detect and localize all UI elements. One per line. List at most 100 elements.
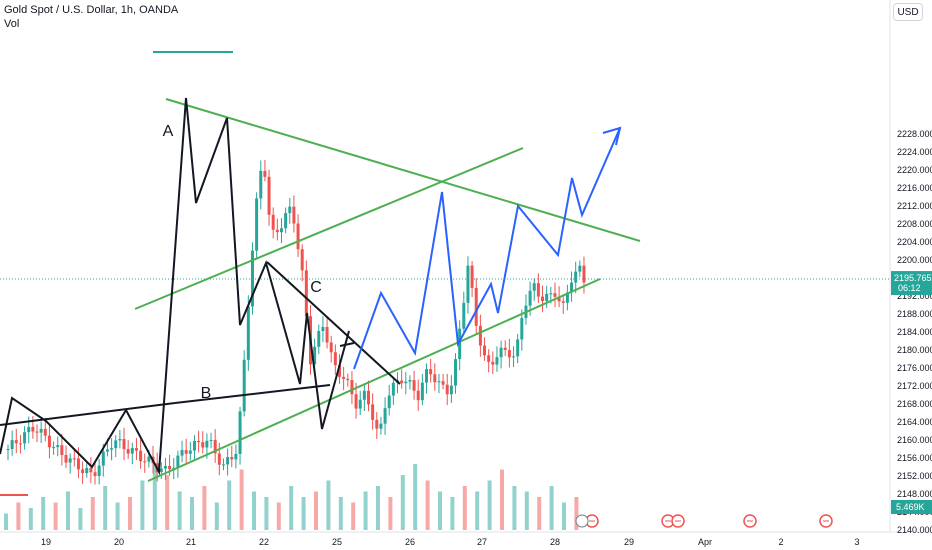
volume-bar <box>165 475 170 530</box>
candle-body <box>72 458 76 460</box>
candle-body <box>18 443 22 445</box>
volume-bar <box>28 508 33 530</box>
volume-bar <box>562 502 566 530</box>
candle-body <box>130 448 134 454</box>
candle-body <box>375 419 379 429</box>
candle-body <box>412 380 416 391</box>
candle-body <box>97 465 101 477</box>
x-tick-label: 27 <box>477 537 487 547</box>
y-tick-label: 2212.000 <box>897 201 932 211</box>
candle-body <box>304 270 308 317</box>
volume-bar <box>400 475 405 530</box>
candle-body <box>557 296 561 302</box>
candle-body <box>565 292 569 303</box>
candle-body <box>445 384 449 395</box>
volume-bar <box>78 508 83 530</box>
volume-bar <box>115 502 120 530</box>
volume-bar <box>537 497 542 530</box>
volume-bar <box>376 486 380 530</box>
y-tick-label: 2152.000 <box>897 471 932 481</box>
candle-body <box>366 390 370 405</box>
candle-body <box>350 380 354 395</box>
candle-body <box>574 271 578 283</box>
volume-bar <box>524 491 529 530</box>
x-tick-label: 21 <box>186 537 196 547</box>
candle-body <box>296 223 300 250</box>
candle-body <box>6 449 10 450</box>
candle-body <box>383 408 387 424</box>
candle-body <box>188 450 192 454</box>
candle-body <box>371 404 375 420</box>
lightning-icon[interactable] <box>575 514 589 528</box>
candle-body <box>536 283 540 297</box>
candle-body <box>143 461 147 463</box>
volume-bar <box>128 497 132 530</box>
candle-body <box>466 265 470 303</box>
last-price-label: 2195.765 <box>894 273 932 283</box>
volume-bar <box>190 497 194 530</box>
candle-body <box>238 411 242 454</box>
volume-bar <box>475 491 480 530</box>
candle-body <box>226 457 230 465</box>
candle-body <box>205 440 209 448</box>
candle-body <box>139 450 143 462</box>
candle-body <box>474 287 478 326</box>
candle-body <box>68 458 72 463</box>
volume-bar <box>103 486 108 530</box>
ascending-channel-top <box>134 147 524 310</box>
candle-body <box>313 346 317 365</box>
y-tick-label: 2140.000 <box>897 525 932 535</box>
candle-body <box>159 468 163 472</box>
candle-body <box>93 472 97 477</box>
zigzag-pattern <box>0 97 350 476</box>
volume-bar <box>239 469 244 530</box>
volume-bar <box>152 464 157 530</box>
candle-body <box>520 318 524 340</box>
volume-label[interactable]: Vol <box>4 18 20 30</box>
candle-body <box>379 423 383 429</box>
candle-body <box>230 457 234 460</box>
candle-body <box>279 228 283 233</box>
volume-bar <box>413 464 418 530</box>
volume-bar <box>66 491 70 530</box>
candle-body <box>561 301 565 303</box>
candle-body <box>201 442 205 448</box>
candle-body <box>300 249 304 271</box>
candle-body <box>433 374 437 383</box>
candle-body <box>89 467 93 473</box>
candle-body <box>242 359 246 412</box>
y-tick-label: 2220.000 <box>897 165 932 175</box>
candle-body <box>118 439 122 441</box>
symbol-title[interactable]: Gold Spot / U.S. Dollar, 1h, OANDA <box>4 4 179 16</box>
currency-button[interactable]: USD <box>893 3 923 21</box>
arrow-head <box>602 126 622 146</box>
candle-body <box>541 296 545 302</box>
candle-body <box>458 328 462 360</box>
wave-projection <box>353 127 621 370</box>
neckline-left <box>0 402 176 426</box>
volume-bar <box>202 486 207 530</box>
volume-bar <box>549 486 554 530</box>
y-tick-label: 2164.000 <box>897 417 932 427</box>
x-tick-label: 29 <box>624 537 634 547</box>
descending-wedge-line <box>266 261 401 385</box>
volume-bar <box>314 491 318 530</box>
candle-body <box>122 439 126 450</box>
y-tick-label: 2148.000 <box>897 489 932 499</box>
volume-bar <box>338 497 343 530</box>
volume-bar <box>326 480 331 530</box>
volume-bar <box>574 497 579 530</box>
candle-body <box>449 385 453 395</box>
candle-body <box>176 455 180 468</box>
y-tick-label: 2176.000 <box>897 363 932 373</box>
candle-body <box>454 359 458 386</box>
candle-body <box>180 450 184 456</box>
candle-body <box>147 456 151 462</box>
volume-bar <box>363 491 368 530</box>
annotation-b: B <box>201 385 212 402</box>
candle-body <box>267 176 271 215</box>
chart-legend: Gold Spot / U.S. Dollar, 1h, OANDA Vol <box>4 3 178 31</box>
candle-body <box>217 453 221 465</box>
candle-body <box>516 339 520 357</box>
